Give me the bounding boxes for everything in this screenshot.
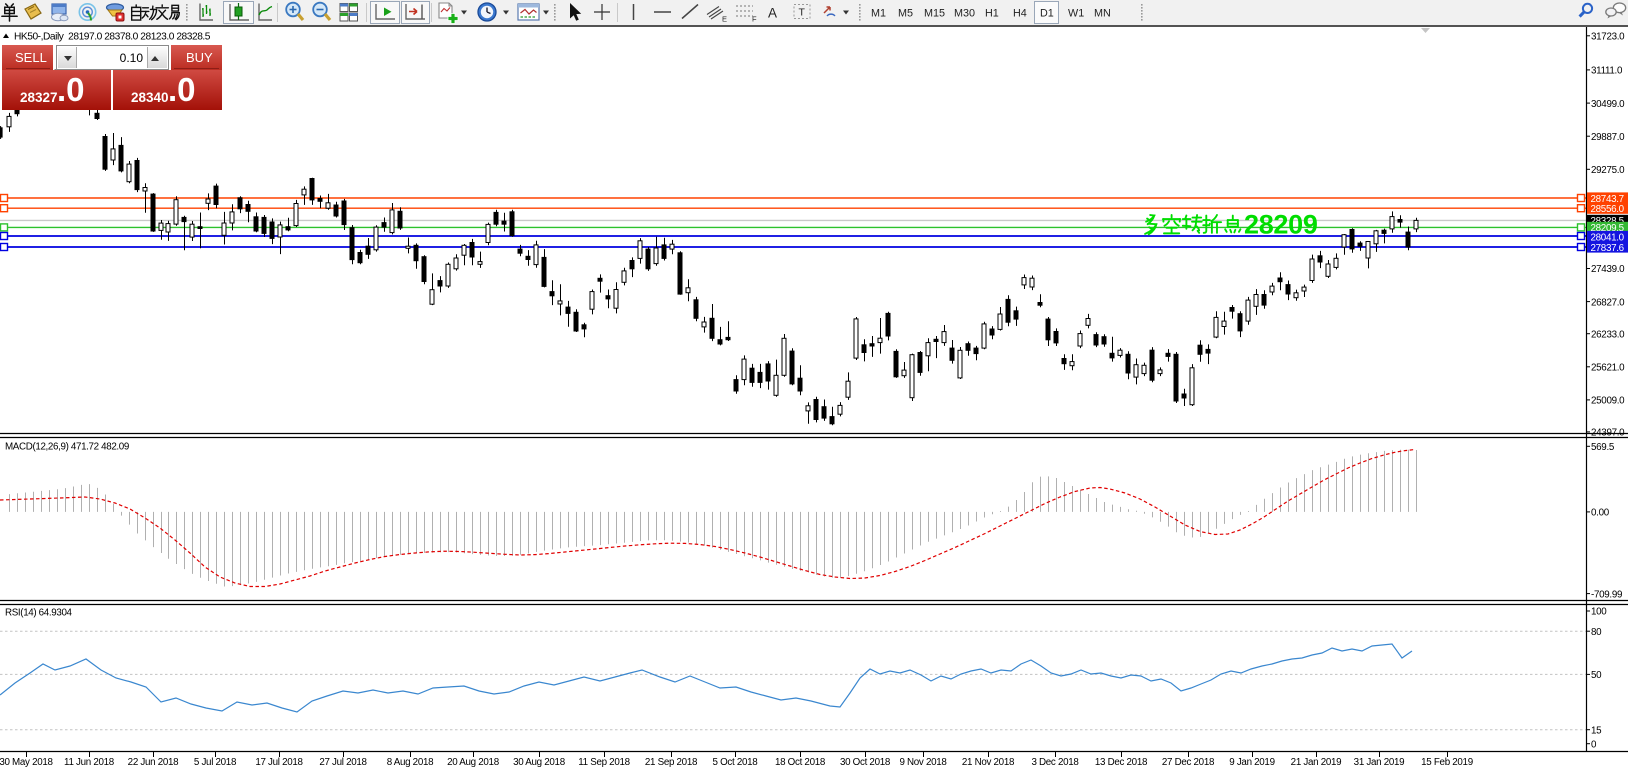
svg-text:MACD(12,26,9) 471.72 482.09: MACD(12,26,9) 471.72 482.09 bbox=[5, 442, 129, 453]
svg-text:569.5: 569.5 bbox=[1591, 442, 1615, 453]
svg-text:0.00: 0.00 bbox=[1591, 508, 1610, 519]
svg-text:W1: W1 bbox=[1068, 8, 1084, 20]
svg-text:30499.0: 30499.0 bbox=[1591, 99, 1625, 110]
svg-text:27439.0: 27439.0 bbox=[1591, 264, 1625, 275]
svg-text:13 Dec 2018: 13 Dec 2018 bbox=[1095, 757, 1148, 768]
svg-text:15: 15 bbox=[1591, 725, 1602, 736]
svg-text:26827.0: 26827.0 bbox=[1591, 297, 1625, 308]
svg-text:25009.0: 25009.0 bbox=[1591, 396, 1625, 407]
svg-text:28556.0: 28556.0 bbox=[1591, 204, 1625, 215]
svg-text:M1: M1 bbox=[871, 8, 886, 20]
svg-text:80: 80 bbox=[1591, 627, 1602, 638]
svg-text:D1: D1 bbox=[1040, 8, 1054, 20]
svg-text:31723.0: 31723.0 bbox=[1591, 32, 1625, 43]
svg-text:100: 100 bbox=[1591, 607, 1607, 618]
svg-text:29887.0: 29887.0 bbox=[1591, 132, 1625, 143]
svg-text:27 Jul 2018: 27 Jul 2018 bbox=[319, 757, 367, 768]
svg-text:31111.0: 31111.0 bbox=[1591, 66, 1623, 77]
svg-text:8 Aug 2018: 8 Aug 2018 bbox=[387, 757, 434, 768]
svg-text:25621.0: 25621.0 bbox=[1591, 363, 1625, 374]
svg-text:30 Aug 2018: 30 Aug 2018 bbox=[513, 757, 566, 768]
svg-text:T: T bbox=[799, 7, 806, 19]
svg-text:M30: M30 bbox=[954, 8, 975, 20]
svg-text:HK50-,Daily 28197.0 28378.0 2: HK50-,Daily 28197.0 28378.0 28123.0 2832… bbox=[14, 32, 211, 43]
svg-text:29275.0: 29275.0 bbox=[1591, 165, 1625, 176]
svg-text:11 Sep 2018: 11 Sep 2018 bbox=[578, 757, 630, 768]
svg-text:28041.0: 28041.0 bbox=[1591, 232, 1625, 243]
svg-text:A: A bbox=[768, 6, 777, 21]
svg-text:5 Oct 2018: 5 Oct 2018 bbox=[713, 757, 759, 768]
svg-text:24397.0: 24397.0 bbox=[1591, 428, 1625, 439]
svg-text:22 Jun 2018: 22 Jun 2018 bbox=[128, 757, 179, 768]
svg-text:28209.5: 28209.5 bbox=[1591, 223, 1625, 234]
svg-text:0: 0 bbox=[1591, 739, 1597, 750]
svg-text:21 Nov 2018: 21 Nov 2018 bbox=[962, 757, 1015, 768]
svg-text:18 Oct 2018: 18 Oct 2018 bbox=[775, 757, 826, 768]
svg-text:F: F bbox=[752, 15, 757, 24]
svg-text:M5: M5 bbox=[898, 8, 913, 20]
svg-text:-709.99: -709.99 bbox=[1591, 589, 1622, 600]
svg-text:9 Jan 2019: 9 Jan 2019 bbox=[1229, 757, 1274, 768]
svg-text:30 May 2018: 30 May 2018 bbox=[0, 757, 54, 768]
svg-text:MN: MN bbox=[1094, 8, 1111, 20]
svg-text:E: E bbox=[722, 15, 727, 24]
svg-text:26233.0: 26233.0 bbox=[1591, 329, 1625, 340]
svg-text:21 Jan 2019: 21 Jan 2019 bbox=[1291, 757, 1342, 768]
svg-text:28328.5: 28328.5 bbox=[1591, 216, 1625, 227]
svg-text:5 Jul 2018: 5 Jul 2018 bbox=[194, 757, 237, 768]
svg-text:H1: H1 bbox=[985, 8, 999, 20]
svg-text:27837.6: 27837.6 bbox=[1591, 243, 1625, 254]
svg-text:21 Sep 2018: 21 Sep 2018 bbox=[645, 757, 698, 768]
svg-text:11 Jun 2018: 11 Jun 2018 bbox=[64, 757, 115, 768]
svg-text:RSI(14) 64.9304: RSI(14) 64.9304 bbox=[5, 608, 73, 619]
svg-text:20 Aug 2018: 20 Aug 2018 bbox=[447, 757, 500, 768]
svg-text:M15: M15 bbox=[924, 8, 945, 20]
svg-text:28209: 28209 bbox=[1244, 210, 1318, 240]
svg-text:30 Oct 2018: 30 Oct 2018 bbox=[840, 757, 891, 768]
svg-text:27 Dec 2018: 27 Dec 2018 bbox=[1162, 757, 1215, 768]
svg-text:28743.7: 28743.7 bbox=[1591, 194, 1624, 205]
svg-text:17 Jul 2018: 17 Jul 2018 bbox=[255, 757, 303, 768]
svg-text:15 Feb 2019: 15 Feb 2019 bbox=[1421, 757, 1473, 768]
svg-text:H4: H4 bbox=[1013, 8, 1027, 20]
svg-text:31 Jan 2019: 31 Jan 2019 bbox=[1354, 757, 1405, 768]
svg-text:3 Dec 2018: 3 Dec 2018 bbox=[1031, 757, 1079, 768]
svg-text:9 Nov 2018: 9 Nov 2018 bbox=[899, 757, 947, 768]
svg-text:50: 50 bbox=[1591, 670, 1602, 681]
